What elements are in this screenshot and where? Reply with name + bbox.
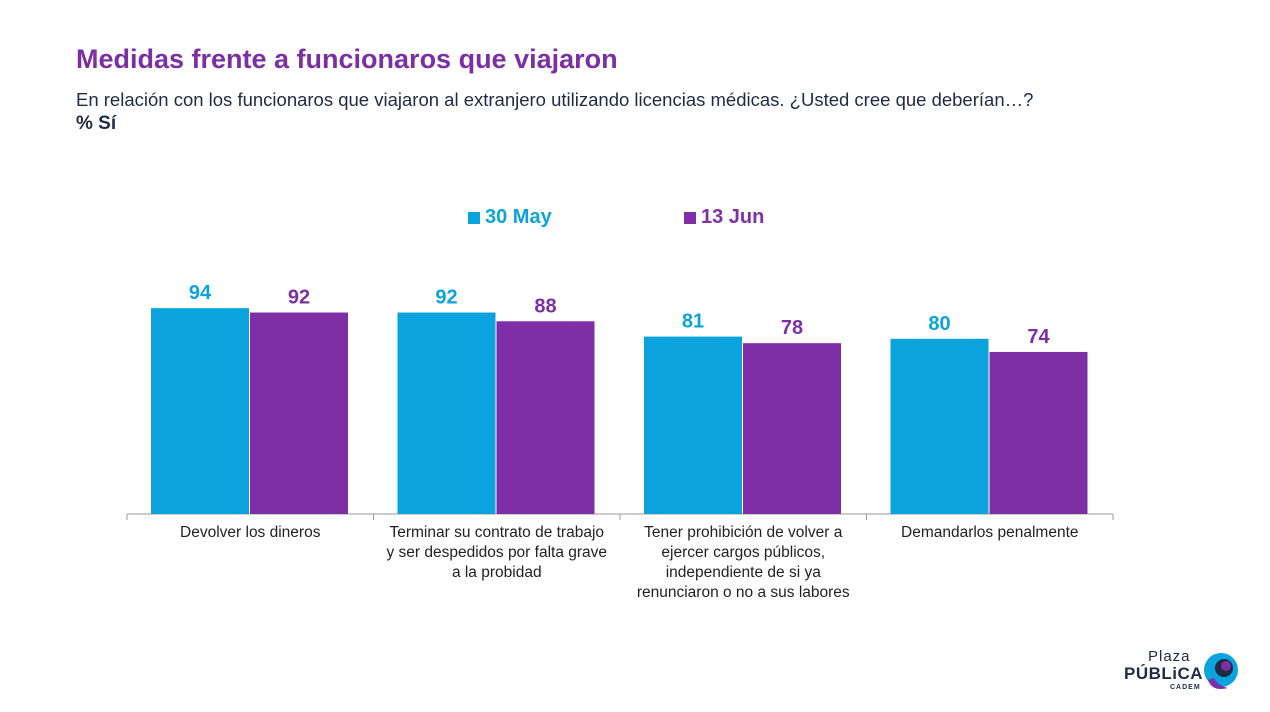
bar-13-jun-4: [989, 351, 1088, 514]
category-label-line: independiente de si ya: [665, 564, 821, 581]
legend-item-30-may: 30 May: [468, 206, 552, 229]
bar-30-may-4: [890, 338, 989, 514]
category-label-line: Devolver los dineros: [180, 524, 321, 541]
category-label: Tener prohibición de volver a ejercer car…: [618, 523, 868, 603]
chart-subtitle: En relación con los funcionaros que viaj…: [76, 89, 1034, 110]
category-label-line: a la probidad: [451, 564, 542, 581]
category-label: Demandarlos penalmente: [865, 523, 1115, 543]
category-label: Devolver los dineros: [125, 523, 375, 543]
chart-title: Medidas frente a funcionaros que viajaro…: [76, 44, 618, 74]
category-label-line: ejercer cargos públicos,: [661, 544, 826, 561]
category-label-line: renunciaron o no a sus labores: [636, 584, 850, 601]
legend-swatch-13-jun: [684, 211, 696, 224]
category-label: Terminar su contrato de trabajo y ser des…: [372, 523, 622, 583]
bar-13-jun-1: [250, 312, 348, 514]
bar-value-label: 81: [682, 311, 704, 333]
category-label-line: Tener prohibición de volver a: [644, 524, 843, 541]
plaza-publica-cadem-logo: Plaza PÚBLiCA CADEM: [1120, 648, 1245, 694]
logo-text-plaza: Plaza: [1148, 648, 1191, 665]
logo-text-cadem: CADEM: [1170, 684, 1201, 691]
category-label-line: Demandarlos penalmente: [901, 524, 1079, 541]
bar-value-label: 80: [928, 313, 950, 335]
bar-30-may-3: [644, 336, 742, 514]
unit-label: % Sí: [76, 113, 117, 134]
bar-value-label: 78: [781, 317, 803, 339]
bar-30-may-1: [151, 308, 249, 514]
bar-value-label: 74: [1027, 326, 1050, 348]
legend-label-30-may: 30 May: [485, 206, 552, 228]
bar-value-label: 88: [534, 295, 556, 317]
bar-value-label: 92: [288, 287, 310, 309]
speech-bubble-icon: [1204, 653, 1238, 689]
bar-13-jun-3: [743, 343, 841, 514]
category-label-line: y ser despedidos por falta grave: [386, 544, 608, 561]
bar-value-label: 92: [435, 287, 457, 309]
logo-text-publica: PÚBLiCA: [1124, 664, 1204, 683]
legend-swatch-30-may: [468, 211, 480, 224]
bar-30-may-2: [397, 312, 496, 514]
bar-13-jun-2: [496, 321, 595, 514]
legend-item-13-jun: 13 Jun: [684, 206, 764, 229]
bar-value-label: 94: [189, 282, 212, 304]
legend-label-13-jun: 13 Jun: [701, 206, 765, 228]
category-label-line: Terminar su contrato de trabajo: [389, 524, 605, 541]
